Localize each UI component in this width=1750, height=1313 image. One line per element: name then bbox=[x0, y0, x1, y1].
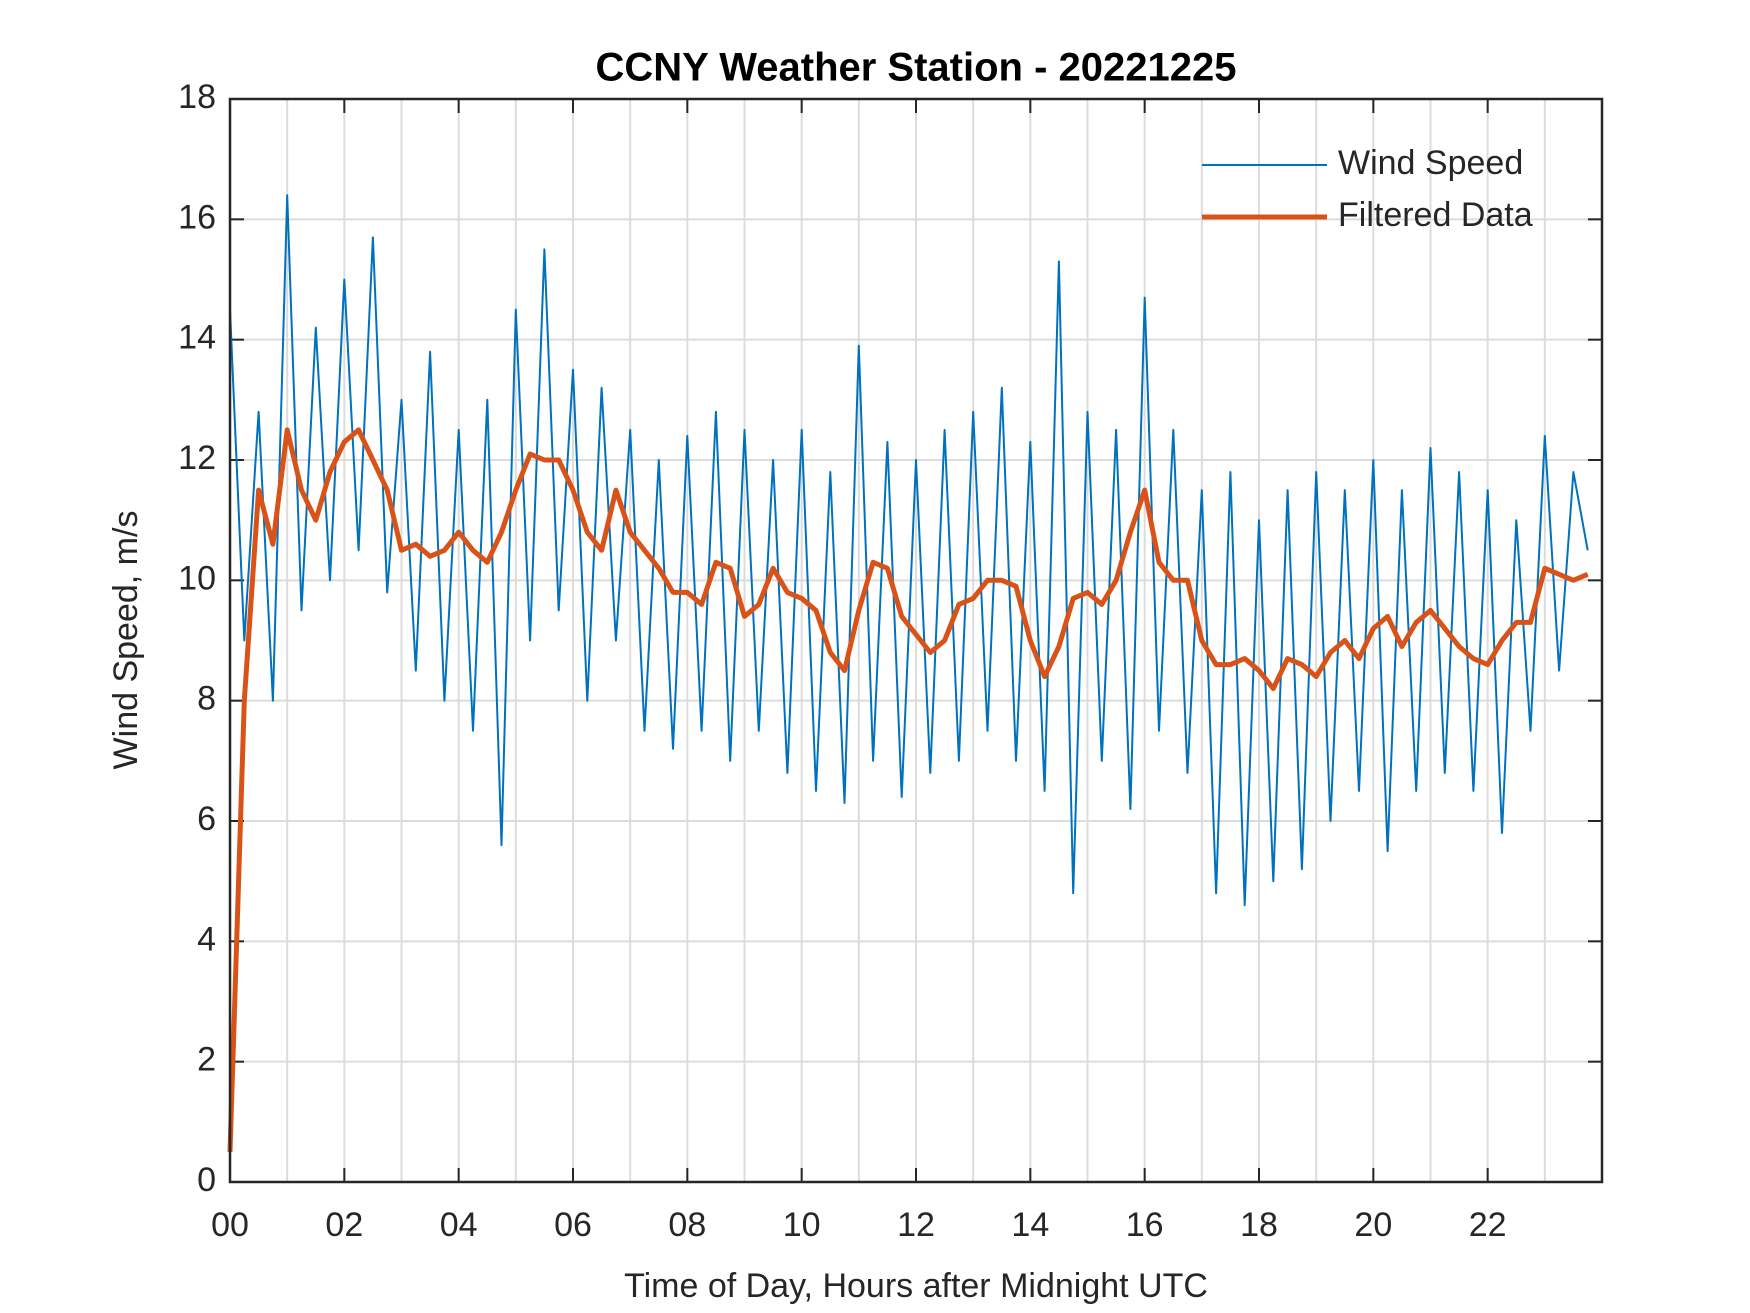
x-tick-label: 12 bbox=[897, 1206, 935, 1244]
x-tick-label: 02 bbox=[325, 1206, 363, 1244]
y-axis-label: Wind Speed, m/s bbox=[107, 511, 145, 770]
x-tick-label: 20 bbox=[1354, 1206, 1392, 1244]
x-tick-label: 06 bbox=[554, 1206, 592, 1244]
x-tick-label: 00 bbox=[211, 1206, 249, 1244]
y-tick-label: 6 bbox=[197, 800, 216, 838]
y-tick-label: 10 bbox=[178, 559, 216, 597]
x-tick-label: 18 bbox=[1240, 1206, 1278, 1244]
x-tick-label: 14 bbox=[1011, 1206, 1049, 1244]
y-tick-label: 14 bbox=[178, 319, 216, 357]
x-axis-label: Time of Day, Hours after Midnight UTC bbox=[624, 1267, 1208, 1305]
y-tick-label: 12 bbox=[178, 439, 216, 477]
plot-frame bbox=[228, 97, 1604, 1184]
chart-title: CCNY Weather Station - 20221225 bbox=[596, 46, 1237, 90]
y-tick-label: 4 bbox=[197, 920, 216, 958]
x-tick-label: 22 bbox=[1469, 1206, 1507, 1244]
x-tick-label: 04 bbox=[440, 1206, 478, 1244]
y-tick-label: 8 bbox=[197, 680, 216, 718]
x-tick-label: 10 bbox=[783, 1206, 821, 1244]
y-tick-label: 18 bbox=[178, 78, 216, 116]
y-tick-label: 2 bbox=[197, 1041, 216, 1079]
y-tick-label: 0 bbox=[197, 1161, 216, 1199]
series-line bbox=[227, 427, 1589, 1152]
legend-label: Filtered Data bbox=[1338, 196, 1533, 234]
x-tick-label: 16 bbox=[1126, 1206, 1164, 1244]
x-tick-label: 08 bbox=[668, 1206, 706, 1244]
legend-label: Wind Speed bbox=[1338, 144, 1523, 182]
y-tick-label: 16 bbox=[178, 198, 216, 236]
